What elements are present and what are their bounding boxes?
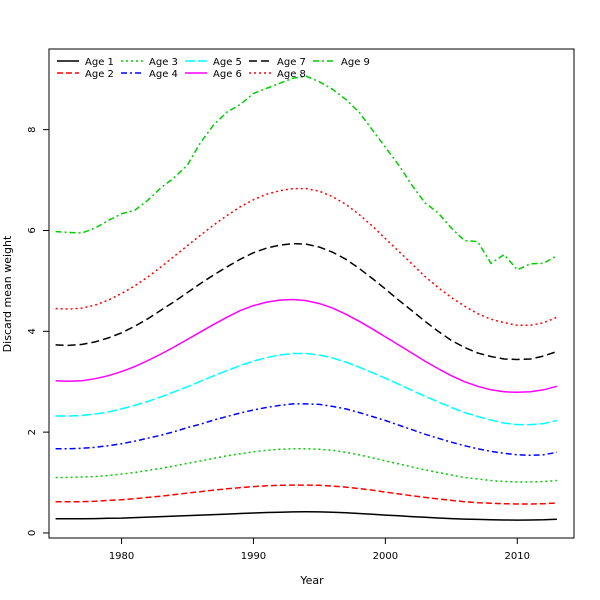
legend-label-age-2: Age 2 [85, 69, 114, 80]
x-axis-label: Year [299, 574, 324, 587]
series-group [55, 75, 558, 521]
series-line-age-7 [55, 242, 558, 361]
x-tick-label: 2000 [373, 551, 398, 562]
series-line-age-8 [55, 187, 558, 327]
y-tick-label: 6 [27, 227, 38, 233]
legend-label-age-1: Age 1 [85, 57, 114, 68]
series-line-age-4 [55, 403, 558, 457]
x-axis: 1980 1990 2000 2010 [109, 537, 530, 562]
y-axis: 0 2 4 6 8 [27, 126, 50, 536]
legend-label-age-5: Age 5 [213, 57, 242, 68]
legend-label-age-8: Age 8 [277, 69, 306, 80]
legend-label-age-6: Age 6 [213, 69, 242, 80]
series-line-age-2 [55, 484, 557, 505]
x-tick-label: 1980 [109, 551, 134, 562]
y-tick-label: 8 [27, 126, 38, 132]
series-line-age-6 [55, 298, 558, 394]
legend-label-age-9: Age 9 [341, 57, 370, 68]
x-tick-label: 1990 [241, 551, 266, 562]
series-line-age-9 [55, 75, 558, 271]
x-tick-label: 2010 [505, 551, 530, 562]
y-tick-label: 0 [27, 530, 38, 536]
plot-frame [48, 48, 575, 539]
y-axis-label: Discard mean weight [1, 235, 14, 352]
y-tick-label: 4 [27, 328, 38, 334]
legend-label-age-3: Age 3 [149, 57, 178, 68]
y-tick-label: 2 [27, 429, 38, 435]
legend-label-age-7: Age 7 [277, 57, 306, 68]
legend-label-age-4: Age 4 [149, 69, 178, 80]
series-line-age-3 [55, 448, 557, 483]
series-line-age-5 [55, 352, 558, 426]
series-line-age-1 [55, 511, 557, 521]
